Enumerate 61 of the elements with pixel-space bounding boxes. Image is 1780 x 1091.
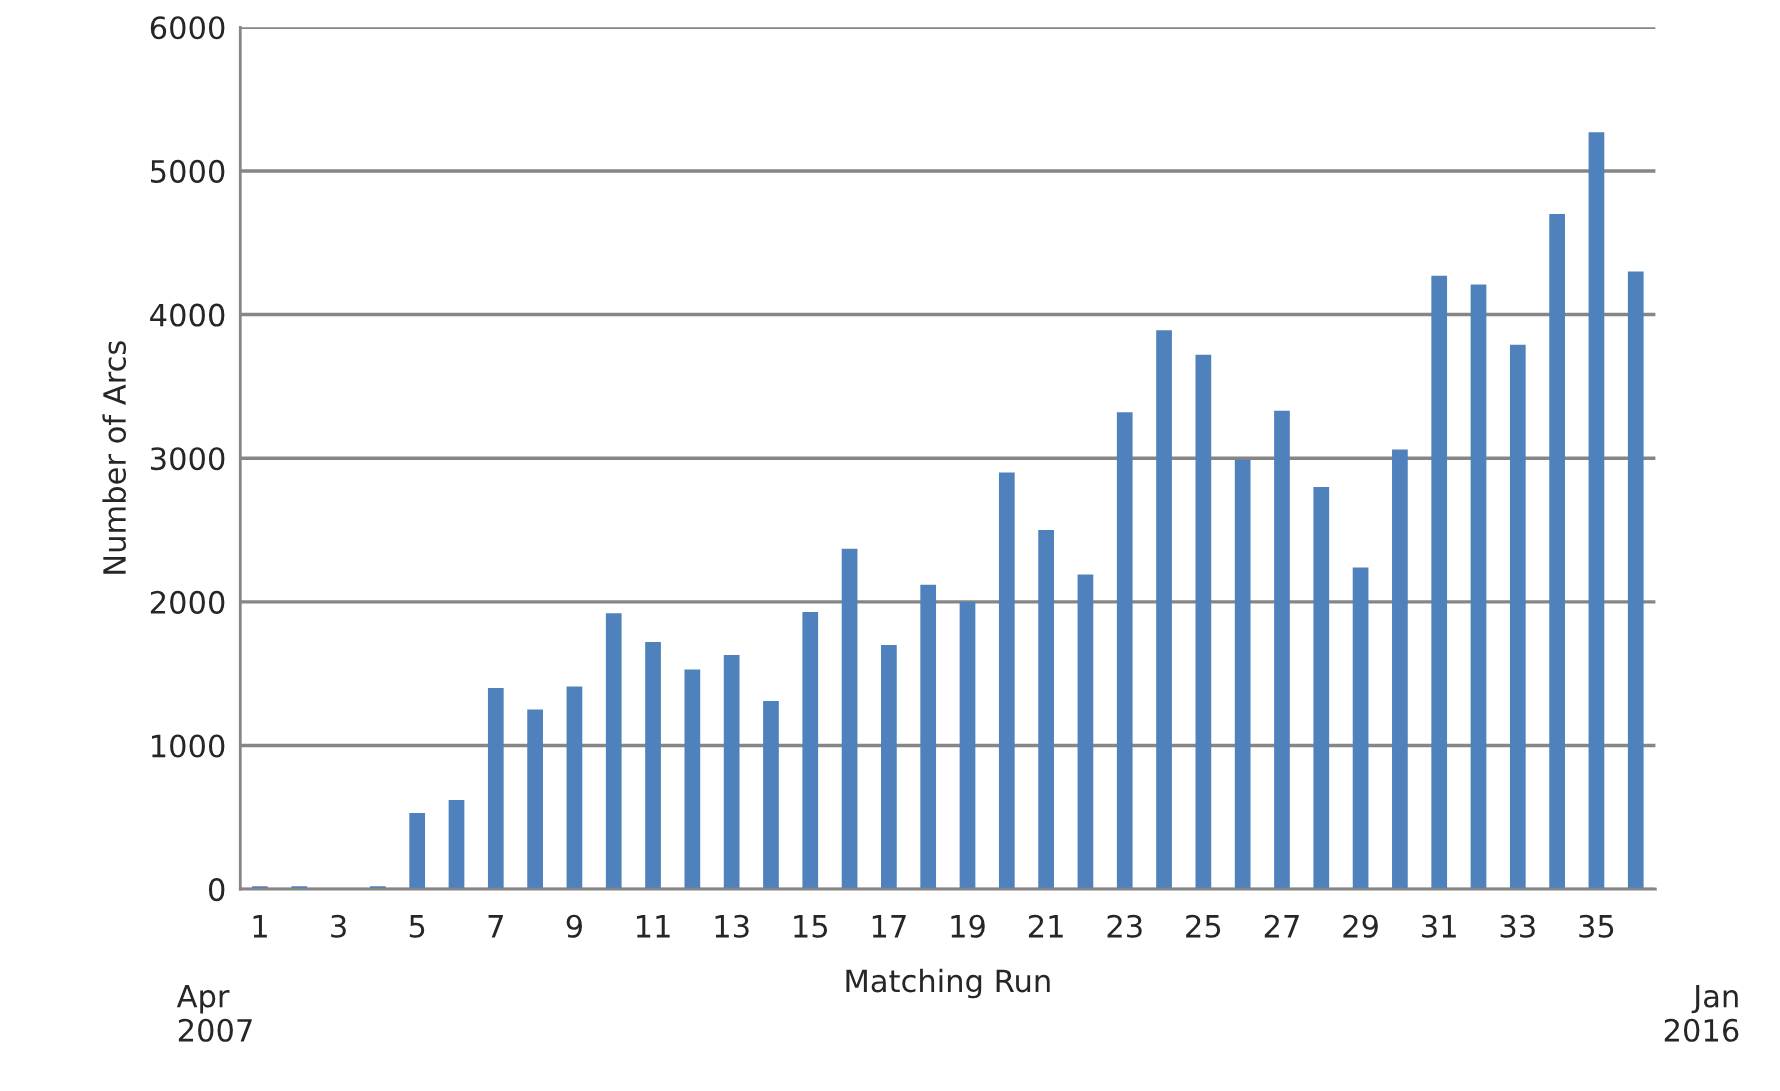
bar [566, 686, 583, 890]
y-tick-label: 4000 [150, 303, 225, 327]
x-tick-label: 9 [566, 914, 582, 938]
bar [1627, 271, 1644, 890]
bar [1588, 132, 1605, 890]
x-tick-label: 29 [1343, 914, 1378, 938]
x-tick-label: 15 [794, 915, 828, 938]
x-tick-label: 5 [409, 915, 425, 938]
x-tick-label: 13 [715, 914, 749, 938]
bar [1313, 486, 1330, 890]
y-tick-label: 6000 [150, 16, 225, 40]
x-axis-title: Matching Run [846, 968, 1050, 999]
bar [1195, 354, 1212, 890]
x-tick-label: 21 [1028, 914, 1063, 938]
bar [448, 800, 465, 890]
bar [1431, 275, 1448, 890]
bar [881, 644, 897, 890]
y-tick-label: 5000 [151, 159, 225, 183]
x-tick-label: 19 [951, 914, 985, 938]
bar [1392, 449, 1408, 890]
x-tick-label: 31 [1422, 914, 1456, 938]
bar [409, 813, 426, 890]
y-tick-label: 0 [208, 878, 225, 902]
bar [920, 584, 937, 890]
bar [959, 601, 976, 890]
bar [1234, 459, 1251, 890]
y-tick-label: 2000 [150, 590, 225, 614]
x-tick-label: 3 [331, 914, 346, 938]
bar [841, 548, 858, 890]
bar [1038, 530, 1054, 890]
bar [487, 688, 504, 890]
y-tick-label: 1000 [152, 734, 225, 758]
text: Jan 2016 [1664, 984, 1739, 1042]
bar [1077, 574, 1094, 890]
x-tick-label: 25 [1186, 914, 1221, 938]
bar [1509, 344, 1526, 890]
x-tick-label: 27 [1264, 914, 1299, 938]
y-tick-label: 3000 [150, 447, 225, 471]
bar [1470, 284, 1487, 890]
x-tick-label: 33 [1500, 914, 1535, 938]
x-tick-label: 17 [872, 915, 906, 938]
bar [723, 655, 740, 890]
x-tick-label: 23 [1107, 914, 1142, 938]
bar [1549, 214, 1565, 890]
bar [645, 642, 661, 890]
bar [802, 611, 819, 890]
bar [605, 613, 622, 890]
bar [998, 472, 1015, 890]
x-tick-label: 7 [488, 915, 503, 938]
bar [1156, 330, 1172, 890]
x-tick-label: 11 [636, 915, 670, 938]
text: Apr 2007 [176, 984, 252, 1042]
bar [1116, 412, 1133, 890]
bar [684, 669, 701, 890]
bar [1274, 410, 1290, 890]
bar [527, 709, 543, 890]
y-axis-title: Number of Arcs [102, 341, 127, 574]
bar [1352, 567, 1369, 890]
x-tick-label: 35 [1579, 914, 1614, 938]
bar [763, 700, 779, 890]
x-tick-label: 1 [253, 915, 267, 938]
